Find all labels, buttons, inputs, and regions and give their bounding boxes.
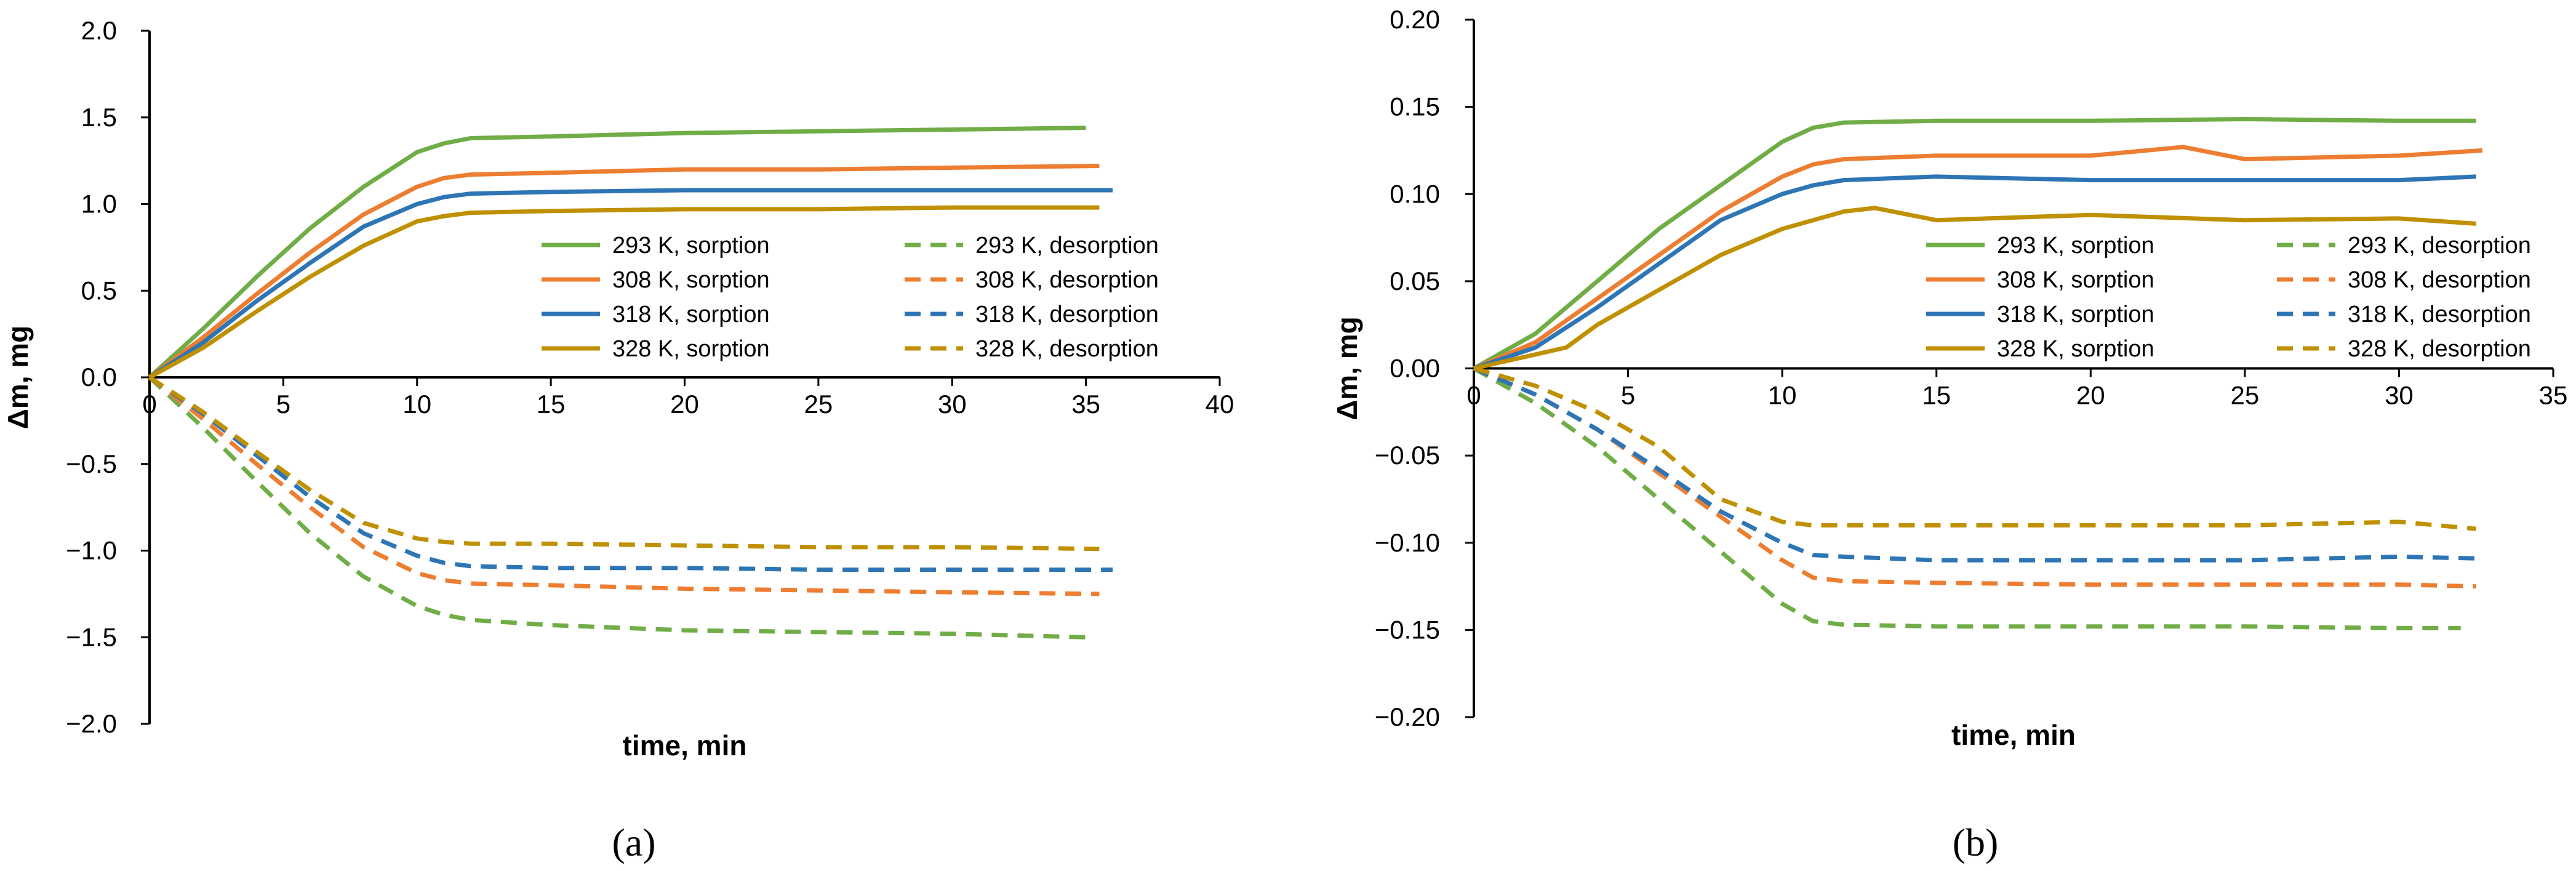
series-line-318-desorption <box>148 375 1113 572</box>
legend-label: 318 K, sorption <box>612 302 770 327</box>
panel-b: 0.20 0.15 0.10 0.05 0.00 −0.05 −0.10 −0.15 −0.20… <box>1331 5 2567 864</box>
x-tick-label: 35 <box>2539 381 2568 410</box>
x-tick-label: 5 <box>276 390 290 419</box>
y-tick-label: −1.0 <box>66 536 117 565</box>
legend-label: 293 K, sorption <box>1997 233 2154 259</box>
series-line-308-sorption <box>148 164 1100 379</box>
series-line-318-sorption <box>148 188 1113 379</box>
x-tick-label: 10 <box>1768 381 1797 410</box>
x-tick-label: 0 <box>142 390 156 419</box>
series-line-328-sorption <box>1473 206 2476 371</box>
x-tick-label: 30 <box>938 390 967 419</box>
legend-label: 308 K, desorption <box>975 267 1159 293</box>
y-tick-label: −0.05 <box>1375 441 1440 470</box>
y-axis-title: Δm, mg <box>1331 316 1363 420</box>
legend-label: 308 K, sorption <box>1997 267 2154 293</box>
x-tick-label: 20 <box>2076 381 2105 410</box>
series-line-293-desorption <box>1473 366 2461 630</box>
legend-label: 328 K, sorption <box>612 336 770 362</box>
y-tick-label: 0.15 <box>1390 92 1440 121</box>
y-tick-label: 0.0 <box>81 363 117 391</box>
legend-label: 328 K, desorption <box>975 336 1159 362</box>
x-axis-title: time, min <box>1951 719 2076 751</box>
y-tick-label: −1.5 <box>66 622 117 651</box>
y-tick-label: 0.00 <box>1390 354 1440 383</box>
legend-label: 318 K, desorption <box>975 302 1159 327</box>
y-tick-label: −0.10 <box>1375 528 1440 557</box>
y-tick-label: 0.05 <box>1390 267 1440 295</box>
x-tick-label: 10 <box>402 390 431 419</box>
series-line-328-sorption <box>148 205 1100 380</box>
series-line-318-sorption <box>1473 174 2476 371</box>
y-tick-label: 0.5 <box>81 276 117 305</box>
x-tick-label: 0 <box>1466 381 1481 410</box>
y-tick-label: 0.20 <box>1390 5 1440 34</box>
x-tick-label: 30 <box>2385 381 2414 410</box>
series-line-293-sorption <box>148 126 1086 379</box>
series-line-308-desorption <box>148 375 1100 596</box>
legend-label: 318 K, desorption <box>2348 302 2531 327</box>
y-tick-label: −0.15 <box>1375 615 1440 644</box>
x-axis-title: time, min <box>623 729 747 761</box>
y-tick-label: −2.0 <box>66 709 117 738</box>
y-tick-label: 2.0 <box>81 16 117 45</box>
x-tick-label: 25 <box>804 390 833 419</box>
legend-label: 328 K, desorption <box>2348 336 2531 362</box>
series-line-293-desorption <box>148 375 1086 640</box>
panel-caption: (b) <box>1953 821 1999 864</box>
y-tick-label: 1.5 <box>81 103 117 132</box>
legend-label: 293 K, sorption <box>612 233 770 259</box>
x-tick-label: 15 <box>537 390 566 419</box>
y-tick-label: −0.20 <box>1375 702 1440 731</box>
panel-a: 2.0 1.5 1.0 0.5 0.0 −0.5 −1.0 −1.5 −2.0 0 5 10 15 20 2… <box>2 16 1234 864</box>
legend-label: 318 K, sorption <box>1997 302 2154 327</box>
legend-label: 308 K, sorption <box>612 267 770 293</box>
legend-label: 308 K, desorption <box>2348 267 2531 293</box>
y-tick-label: 0.10 <box>1390 179 1440 208</box>
series-line-318-desorption <box>1473 366 2476 563</box>
panel-caption: (a) <box>612 821 655 864</box>
y-axis-title: Δm, mg <box>2 326 34 430</box>
x-tick-label: 20 <box>670 390 699 419</box>
x-tick-label: 25 <box>2230 381 2259 410</box>
x-tick-label: 15 <box>1922 381 1951 410</box>
legend-label: 293 K, desorption <box>975 233 1159 259</box>
legend-label: 328 K, sorption <box>1997 336 2154 362</box>
series-line-328-desorption <box>1473 366 2477 531</box>
legend-label: 293 K, desorption <box>2348 233 2531 259</box>
y-tick-label: 1.0 <box>81 190 117 219</box>
series-line-308-sorption <box>1473 145 2482 371</box>
y-tick-label: −0.5 <box>66 449 117 478</box>
series-line-293-sorption <box>1473 117 2476 371</box>
x-tick-label: 40 <box>1206 390 1234 419</box>
x-tick-label: 35 <box>1071 390 1100 419</box>
series-line-328-desorption <box>148 375 1100 552</box>
x-tick-label: 5 <box>1621 381 1635 410</box>
